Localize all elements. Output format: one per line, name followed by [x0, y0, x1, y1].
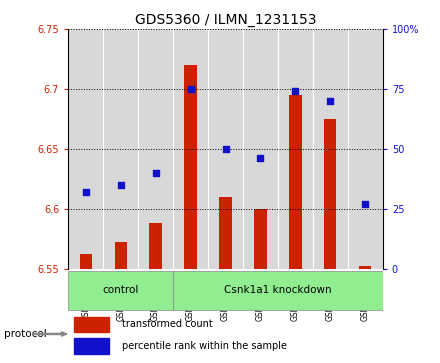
Text: transformed count: transformed count [122, 319, 213, 329]
Title: GDS5360 / ILMN_1231153: GDS5360 / ILMN_1231153 [135, 13, 316, 26]
Bar [348, 29, 383, 269]
Bar [103, 29, 138, 269]
Point [117, 182, 124, 188]
Bar [289, 95, 301, 269]
Bar [173, 29, 208, 269]
Bar [114, 242, 127, 269]
Bar [359, 266, 371, 269]
Point [257, 155, 264, 161]
Text: percentile rank within the sample: percentile rank within the sample [122, 341, 287, 351]
Bar [313, 29, 348, 269]
Point [152, 170, 159, 176]
Text: protocol: protocol [4, 329, 47, 339]
Bar [68, 271, 173, 310]
Point [362, 201, 369, 207]
Bar [243, 29, 278, 269]
Bar [220, 197, 231, 269]
Bar [74, 338, 109, 354]
Bar [254, 209, 267, 269]
Bar [184, 65, 197, 269]
Bar [138, 29, 173, 269]
Text: control: control [103, 285, 139, 294]
Bar [278, 29, 313, 269]
Bar [173, 271, 383, 310]
Bar [74, 317, 109, 332]
Text: Csnk1a1 knockdown: Csnk1a1 knockdown [224, 285, 332, 294]
Point [327, 98, 334, 104]
Point [82, 189, 89, 195]
Point [187, 86, 194, 92]
Point [292, 89, 299, 94]
Bar [68, 29, 103, 269]
Bar [150, 223, 162, 269]
Bar [324, 119, 337, 269]
Point [222, 146, 229, 152]
Bar [208, 29, 243, 269]
Bar [80, 254, 92, 269]
